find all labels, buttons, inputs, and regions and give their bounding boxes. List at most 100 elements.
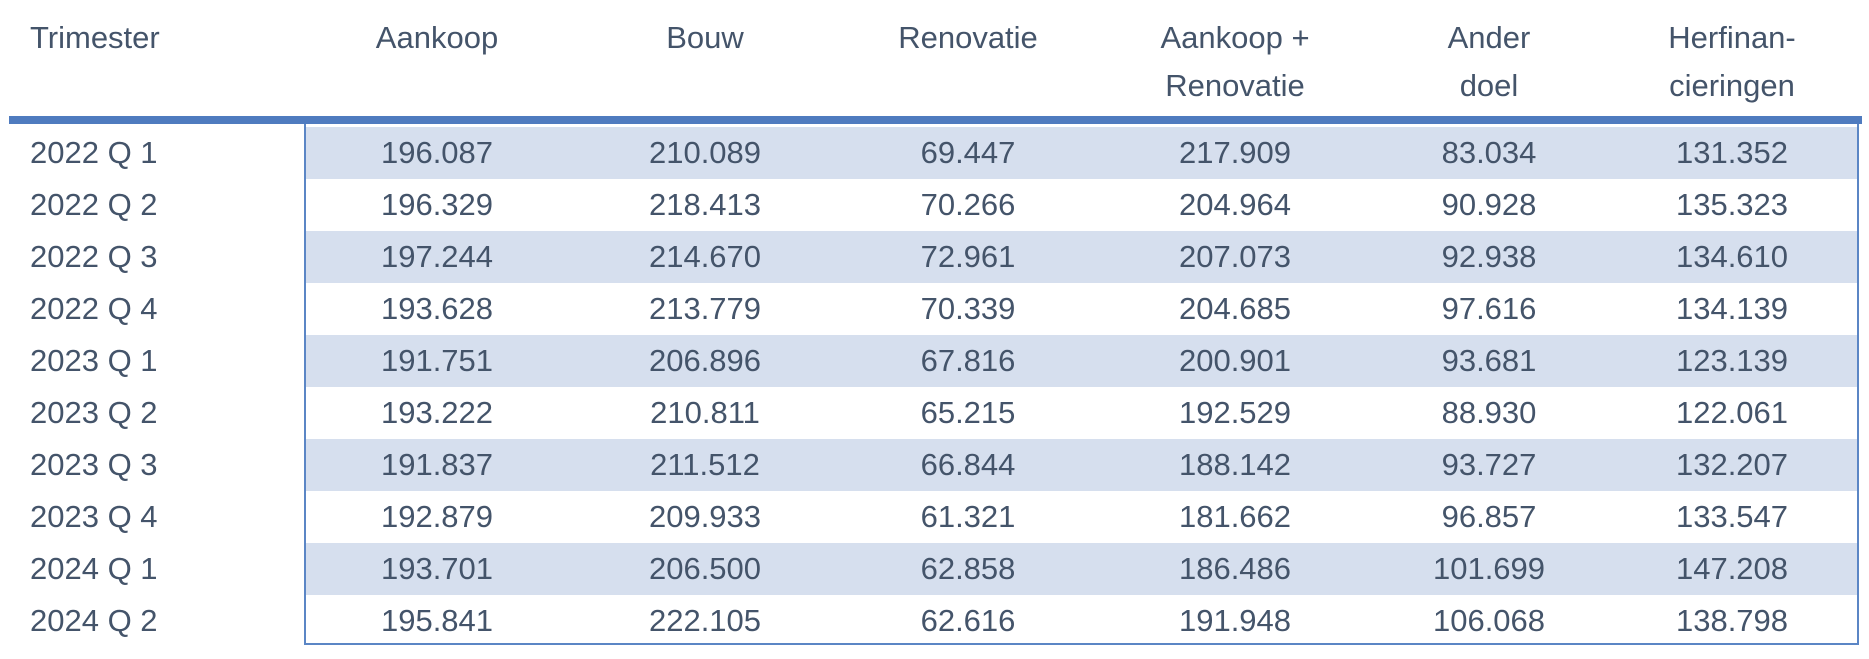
column-header-line: Trimester	[30, 20, 160, 55]
column-header-line: Renovatie	[1165, 68, 1305, 103]
column-header-renovatie: Renovatie	[898, 14, 1038, 62]
column-header-line: Ander	[1447, 20, 1531, 55]
cell-bouw: 214.670	[648, 239, 762, 274]
cell-aankoop-renovatie: 186.486	[1178, 551, 1292, 586]
cell-aankoop-renovatie: 200.901	[1178, 343, 1292, 378]
cell-renovatie: 70.339	[920, 291, 1016, 326]
cell-herfinancieringen: 133.547	[1675, 499, 1789, 534]
cell-bouw: 211.512	[650, 447, 760, 482]
table-row: 2022 Q 2 196.329 218.413 70.266 204.964 90.92…	[0, 179, 1869, 231]
cell-aankoop-renovatie: 188.142	[1178, 447, 1292, 482]
cell-aankoop: 191.751	[380, 343, 494, 378]
cell-aankoop: 197.244	[380, 239, 494, 274]
column-header-line: Renovatie	[898, 20, 1038, 55]
cell-renovatie: 70.266	[920, 187, 1016, 222]
table-row: 2023 Q 4 192.879 209.933 61.321 181.662 96.85…	[0, 491, 1869, 543]
cell-ander-doel: 92.938	[1441, 239, 1537, 274]
cell-trimester: 2022 Q 1	[30, 135, 158, 170]
cell-renovatie: 61.321	[920, 499, 1016, 534]
cell-aankoop-renovatie: 204.685	[1178, 291, 1292, 326]
cell-renovatie: 65.215	[920, 395, 1016, 430]
cell-aankoop: 192.879	[380, 499, 494, 534]
cell-trimester: 2022 Q 4	[30, 291, 158, 326]
cell-renovatie: 62.616	[920, 603, 1016, 638]
table-body-border	[304, 124, 1859, 645]
cell-aankoop: 193.628	[380, 291, 494, 326]
column-header-herfinancieringen: Herfinan-cieringen	[1668, 14, 1796, 110]
column-header-line: Aankoop +	[1160, 20, 1310, 55]
table-row: 2022 Q 1 196.087 210.089 69.447 217.909 83.03…	[0, 127, 1869, 179]
cell-aankoop: 193.222	[380, 395, 494, 430]
column-header-bouw: Bouw	[666, 14, 744, 62]
cell-ander-doel: 93.727	[1441, 447, 1537, 482]
column-header-ander-doel: Ander doel	[1448, 14, 1531, 110]
cell-renovatie: 72.961	[920, 239, 1016, 274]
cell-herfinancieringen: 138.798	[1675, 603, 1789, 638]
table-row: 2022 Q 4 193.628 213.779 70.339 204.685 97.61…	[0, 283, 1869, 335]
cell-bouw: 206.500	[648, 551, 762, 586]
cell-trimester: 2022 Q 2	[30, 187, 158, 222]
column-header-line: cieringen	[1669, 68, 1795, 103]
cell-trimester: 2024 Q 2	[30, 603, 158, 638]
table-row: 2024 Q 2 195.841 222.105 62.616 191.948 106.0…	[0, 595, 1869, 647]
cell-herfinancieringen: 135.323	[1675, 187, 1789, 222]
cell-ander-doel: 97.616	[1441, 291, 1537, 326]
cell-aankoop: 191.837	[380, 447, 494, 482]
column-header-line: doel	[1459, 68, 1519, 103]
cell-trimester: 2024 Q 1	[30, 551, 158, 586]
table-row: 2023 Q 3 191.837 211.512 66.844 188.142 93.72…	[0, 439, 1869, 491]
cell-bouw: 218.413	[648, 187, 762, 222]
cell-ander-doel: 96.857	[1441, 499, 1537, 534]
column-header-aankoop-renovatie: Aankoop + Renovatie	[1160, 14, 1309, 110]
cell-bouw: 210.811	[650, 395, 760, 430]
cell-ander-doel: 101.699	[1432, 551, 1546, 586]
cell-ander-doel: 88.930	[1441, 395, 1537, 430]
column-header-line: Aankoop	[375, 20, 499, 55]
cell-herfinancieringen: 134.139	[1675, 291, 1789, 326]
cell-aankoop-renovatie: 192.529	[1178, 395, 1292, 430]
cell-herfinancieringen: 132.207	[1675, 447, 1789, 482]
cell-aankoop: 196.329	[380, 187, 494, 222]
cell-herfinancieringen: 134.610	[1675, 239, 1789, 274]
cell-renovatie: 62.858	[920, 551, 1016, 586]
cell-bouw: 222.105	[648, 603, 762, 638]
cell-aankoop: 196.087	[380, 135, 494, 170]
cell-ander-doel: 106.068	[1432, 603, 1546, 638]
row-band	[306, 335, 1857, 387]
cell-aankoop-renovatie: 191.948	[1178, 603, 1292, 638]
column-header-aankoop: Aankoop	[376, 14, 498, 62]
cell-renovatie: 69.447	[920, 135, 1016, 170]
table-row: 2023 Q 2 193.222 210.811 65.215 192.529 88.93…	[0, 387, 1869, 439]
cell-trimester: 2023 Q 1	[30, 343, 158, 378]
header-divider	[9, 116, 1862, 124]
cell-trimester: 2023 Q 3	[30, 447, 158, 482]
cell-ander-doel: 93.681	[1441, 343, 1537, 378]
cell-aankoop-renovatie: 181.662	[1178, 499, 1292, 534]
cell-herfinancieringen: 123.139	[1675, 343, 1789, 378]
row-band	[306, 439, 1857, 491]
row-band	[306, 231, 1857, 283]
cell-ander-doel: 90.928	[1441, 187, 1537, 222]
table-row: 2022 Q 3 197.244 214.670 72.961 207.073 92.93…	[0, 231, 1869, 283]
row-band	[306, 543, 1857, 595]
cell-aankoop: 195.841	[380, 603, 494, 638]
cell-herfinancieringen: 131.352	[1675, 135, 1789, 170]
cell-renovatie: 66.844	[920, 447, 1016, 482]
cell-bouw: 209.933	[648, 499, 762, 534]
cell-bouw: 213.779	[648, 291, 762, 326]
table-row: 2024 Q 1 193.701 206.500 62.858 186.486 101.6…	[0, 543, 1869, 595]
cell-herfinancieringen: 147.208	[1675, 551, 1789, 586]
cell-bouw: 210.089	[648, 135, 762, 170]
column-header-line: Herfinan-	[1668, 20, 1796, 55]
cell-ander-doel: 83.034	[1441, 135, 1537, 170]
cell-aankoop-renovatie: 207.073	[1178, 239, 1292, 274]
cell-trimester: 2023 Q 2	[30, 395, 158, 430]
cell-trimester: 2022 Q 3	[30, 239, 158, 274]
column-header-line: Bouw	[666, 20, 744, 55]
cell-bouw: 206.896	[648, 343, 762, 378]
cell-renovatie: 67.816	[920, 343, 1016, 378]
table-row: 2023 Q 1 191.751 206.896 67.816 200.901 93.68…	[0, 335, 1869, 387]
column-header-trimester: Trimester	[30, 14, 160, 62]
cell-aankoop-renovatie: 204.964	[1178, 187, 1292, 222]
row-band	[306, 127, 1857, 179]
